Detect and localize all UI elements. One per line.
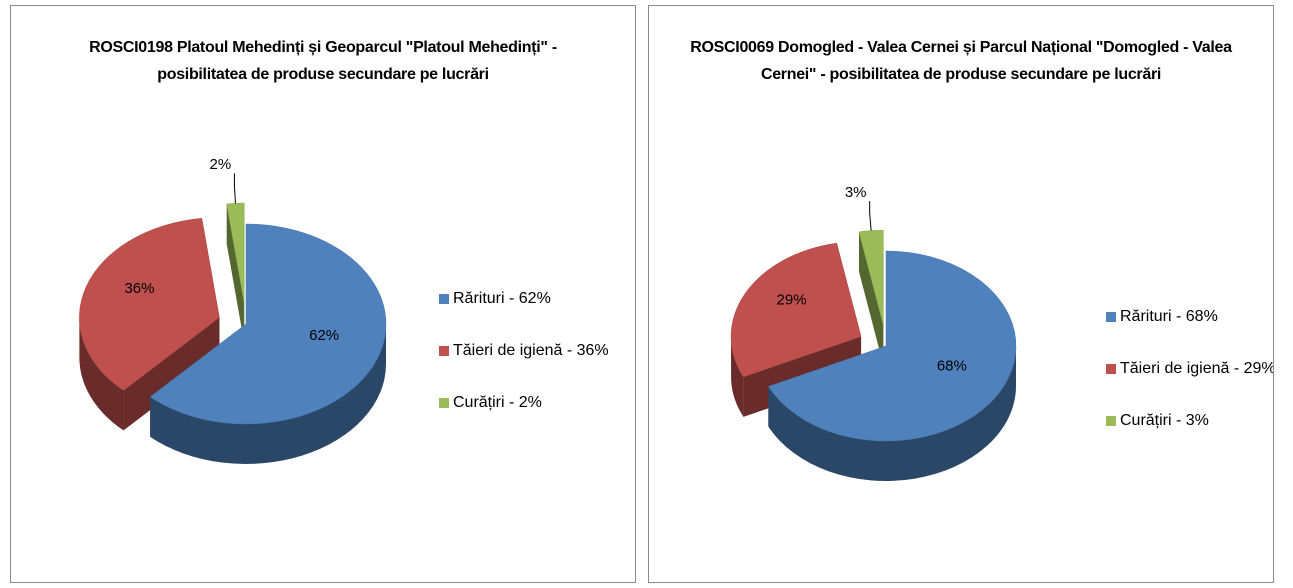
slice-face [226, 203, 245, 344]
legend-swatch [439, 398, 449, 408]
chart-title: ROSCI0069 Domogled - Valea Cernei și Par… [690, 39, 1232, 83]
legend-label: Tăieri de igienă - 36% [453, 342, 609, 359]
data-label: 36% [124, 280, 154, 297]
legend-label: Curățiri - 3% [1120, 412, 1209, 429]
chart: 62% 36% 2% Rărituri - 62% Tăieri de igienă -… [79, 156, 609, 464]
legend-swatch [1106, 364, 1116, 374]
chart-panel: 62% 36% 2% Rărituri - 62% Tăieri de igienă -… [10, 5, 636, 583]
chart-panel: 68% 29% 3% Rărituri - 68% Tăieri de igienă -… [648, 5, 1274, 583]
legend-swatch [439, 294, 449, 304]
leader-line [233, 173, 236, 204]
pie-slice [767, 250, 1017, 442]
slice-side [731, 336, 744, 417]
data-label: 29% [777, 292, 807, 309]
slice-face [123, 317, 220, 431]
legend-swatch [439, 346, 449, 356]
slice-face [859, 231, 884, 366]
legend-label: Curățiri - 2% [453, 394, 542, 411]
chart: 68% 29% 3% Rărituri - 68% Tăieri de igienă -… [730, 184, 1273, 481]
data-label: 68% [937, 358, 967, 375]
chart-title: ROSCI0198 Platoul Mehedinți și Geoparcul… [89, 39, 557, 83]
pie-slice [730, 242, 862, 378]
slice-side [150, 324, 386, 464]
legend-label: Tăieri de igienă - 29% [1120, 360, 1273, 377]
legend-swatch [1106, 416, 1116, 426]
pie-slice [79, 218, 220, 391]
legend-label: Rărituri - 68% [1120, 308, 1218, 325]
data-label: 62% [309, 327, 339, 344]
legend-swatch [1106, 312, 1116, 322]
pie-slice [149, 223, 387, 425]
leader-line [869, 201, 872, 231]
legend-label: Rărituri - 62% [453, 290, 551, 307]
data-label: 2% [210, 156, 232, 173]
slice-side [768, 346, 1016, 481]
data-label: 3% [845, 184, 867, 201]
slice-side [79, 317, 124, 431]
